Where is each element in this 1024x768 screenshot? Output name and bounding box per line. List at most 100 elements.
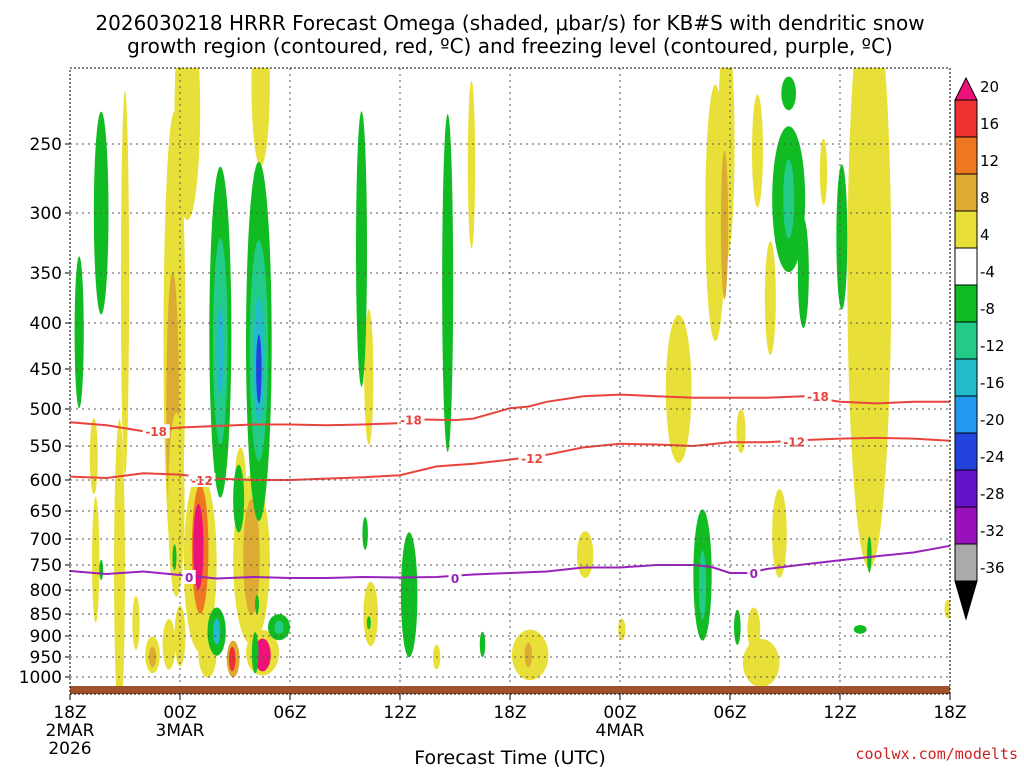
colorbar-label: -20 xyxy=(980,411,1005,429)
axes: 2503003504004505005506006507007508008509… xyxy=(19,67,967,759)
colorbar-box xyxy=(954,506,978,545)
omega-region xyxy=(255,594,259,615)
contour-label-bg xyxy=(448,571,462,585)
x-tick-label: 2MAR xyxy=(46,721,95,741)
contour-label: 0 xyxy=(185,571,193,585)
omega-region xyxy=(467,80,476,249)
contour-label-bg xyxy=(142,424,170,439)
omega-region xyxy=(819,138,828,205)
omega-region xyxy=(698,550,707,620)
colorbar-box xyxy=(954,543,978,582)
colorbar-box xyxy=(954,469,978,508)
colorbar-box xyxy=(954,99,978,138)
contour-label: -18 xyxy=(400,413,422,427)
terrain-strip xyxy=(70,686,950,694)
plot-area: -18 -18 -18 -12 -12 -12 0 0 0 xyxy=(69,68,951,694)
omega-region xyxy=(243,499,260,616)
omega-region xyxy=(764,241,776,355)
y-tick-label: 900 xyxy=(30,627,62,647)
omega-region xyxy=(256,334,262,404)
omega-region xyxy=(720,150,729,300)
colorbar-label: 12 xyxy=(980,152,999,170)
omega-region xyxy=(479,631,486,658)
contour-label-bg xyxy=(780,434,808,449)
omega-region xyxy=(162,619,176,670)
omega-region xyxy=(752,94,763,208)
colorbar: 20 16 12 8 4 -4 -8 -12 -16 -20 -24 -28 -32 -36 xyxy=(954,76,1005,621)
omega-region xyxy=(742,638,780,688)
y-tick-label: 450 xyxy=(30,360,62,380)
colorbar-label: -4 xyxy=(980,263,995,281)
x-tick-label: 06Z xyxy=(713,703,746,723)
colorbar-box xyxy=(954,284,978,323)
colorbar-box xyxy=(954,395,978,434)
x-tick-label: 00Z xyxy=(603,703,636,723)
contour-label: 0 xyxy=(451,572,459,586)
omega-region xyxy=(783,159,795,239)
x-tick-label: 18Z xyxy=(493,703,526,723)
y-tick-label: 300 xyxy=(30,204,62,224)
x-axis-label: Forecast Time (UTC) xyxy=(414,747,605,768)
omega-region xyxy=(74,256,84,409)
y-tick-label: 600 xyxy=(30,471,62,491)
y-tick-label: 750 xyxy=(30,556,62,576)
omega-region xyxy=(853,625,867,634)
omega-region xyxy=(736,409,746,454)
colorbar-box xyxy=(954,358,978,397)
contour-label-bg xyxy=(397,412,425,427)
omega-region xyxy=(442,114,454,452)
omega-region xyxy=(251,632,259,674)
x-tick-label: 4MAR xyxy=(596,721,645,741)
omega-region xyxy=(132,595,140,650)
y-tick-label: 250 xyxy=(30,135,62,155)
x-tick-label: 2026 xyxy=(48,739,91,759)
x-tick-label: 18Z xyxy=(933,703,966,723)
y-tick-label: 700 xyxy=(30,530,62,550)
omega-region xyxy=(524,642,532,668)
contour-label: 0 xyxy=(750,567,758,581)
omega-region xyxy=(114,419,125,694)
contour-label: -18 xyxy=(145,425,167,439)
y-tick-label: 350 xyxy=(30,264,62,284)
omega-region xyxy=(99,559,104,581)
y-tick-label: 850 xyxy=(30,605,62,625)
colorbar-label: 8 xyxy=(980,189,990,207)
colorbar-box xyxy=(954,432,978,471)
x-tick-label: 3MAR xyxy=(156,721,205,741)
omega-region xyxy=(665,314,692,464)
x-tick-label: 00Z xyxy=(163,703,196,723)
colorbar-label: 16 xyxy=(980,115,999,133)
y-tick-label: 400 xyxy=(30,314,62,334)
omega-region xyxy=(366,616,371,630)
contour-label: -18 xyxy=(807,390,829,404)
y-tick-label: 500 xyxy=(30,400,62,420)
contour-label: -12 xyxy=(521,452,543,466)
omega-region xyxy=(847,68,892,569)
chart-title-line-1: 2026030218 HRRR Forecast Omega (shaded, … xyxy=(95,11,924,35)
y-tick-label: 950 xyxy=(30,648,62,668)
omega-region xyxy=(772,489,787,578)
colorbar-label: -28 xyxy=(980,485,1005,503)
omega-region xyxy=(174,68,201,221)
colorbar-box xyxy=(954,247,978,286)
colorbar-label: 20 xyxy=(980,78,999,96)
colorbar-label: -12 xyxy=(980,337,1005,355)
contour-label-bg xyxy=(747,566,761,580)
omega-region xyxy=(89,418,98,495)
x-tick-label: 18Z xyxy=(53,703,86,723)
colorbar-box xyxy=(954,321,978,360)
colorbar-label: -24 xyxy=(980,448,1005,466)
x-tick-label: 12Z xyxy=(383,703,416,723)
omega-region xyxy=(400,532,418,658)
omega-region xyxy=(618,618,626,641)
colorbar-label: 4 xyxy=(980,226,990,244)
y-tick-label: 800 xyxy=(30,581,62,601)
colorbar-label: -36 xyxy=(980,559,1005,577)
omega-region xyxy=(92,496,100,623)
chart-title-line-2: growth region (contoured, red, ºC) and f… xyxy=(127,34,893,58)
omega-region xyxy=(172,544,177,571)
omega-region xyxy=(867,536,872,573)
omega-region xyxy=(274,620,284,634)
omega-region xyxy=(168,412,185,597)
